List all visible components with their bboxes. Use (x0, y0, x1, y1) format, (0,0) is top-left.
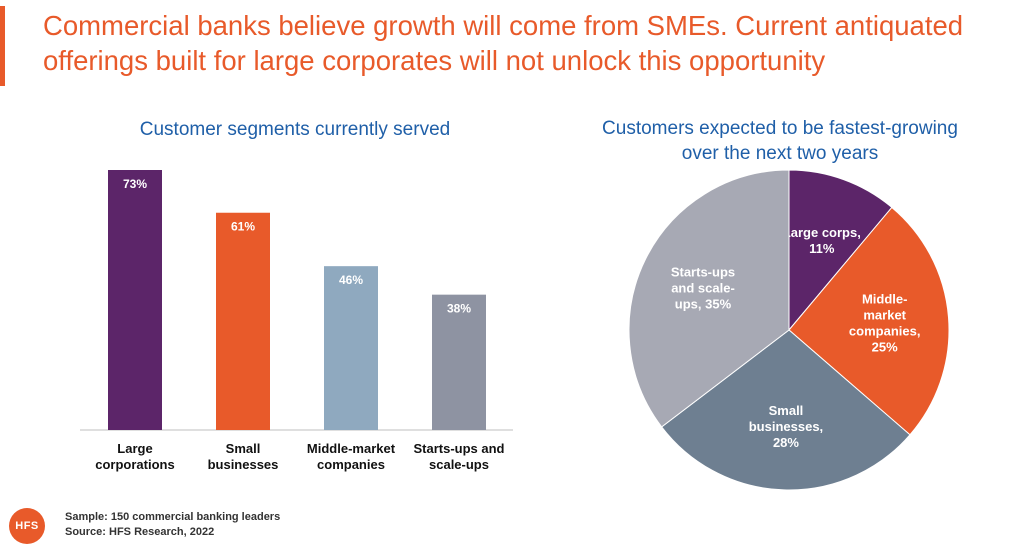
page-headline: Commercial banks believe growth will com… (43, 10, 964, 76)
bar-value-label-3: 38% (447, 302, 471, 316)
bar-2 (324, 266, 378, 430)
bar-1 (216, 212, 270, 430)
hfs-logo: HFS (9, 508, 45, 544)
bar-value-label-1: 61% (231, 220, 255, 234)
pie-slice-label-2: Small businesses, 28% (749, 403, 823, 450)
bar-value-label-0: 73% (123, 177, 147, 191)
bar-category-label-1: Small businesses (208, 441, 279, 472)
accent-bar (0, 6, 5, 86)
bar-0 (108, 170, 162, 430)
pie-slice-label-3: Starts-ups and scale-ups, 35% (671, 264, 735, 311)
pie-slice-0 (788, 169, 893, 332)
bar-value-label-2: 46% (339, 273, 363, 287)
footer-sample: Sample: 150 commercial banking leaders (65, 511, 281, 523)
bar-category-label-3: Starts-ups and scale-ups (413, 441, 504, 472)
pie-title-line-2: over the next two years (681, 143, 879, 164)
footer-notes: Sample: 150 commercial banking leaders S… (65, 510, 280, 540)
pie-slice-2 (660, 329, 911, 491)
bar-category-label-0: Large corporations (95, 441, 174, 472)
pie-slice-label-0: Large corps, 11% (783, 225, 861, 256)
bar-category-label-2: Middle-market companies (307, 441, 396, 472)
bar-3 (432, 294, 486, 430)
pie-slice-label-1: Middle-market companies, 25% (849, 291, 921, 354)
pie-slice-3 (628, 169, 790, 428)
pie-slice-1 (788, 206, 950, 436)
bar-chart-title: Customer segments currently served (139, 119, 451, 140)
pie-title-line-1: Customers expected to be fastest-growing (602, 118, 958, 139)
footer-source: Source: HFS Research, 2022 (65, 526, 215, 538)
pie-chart-title: Customers expected to be fastest-growing… (560, 116, 1000, 166)
